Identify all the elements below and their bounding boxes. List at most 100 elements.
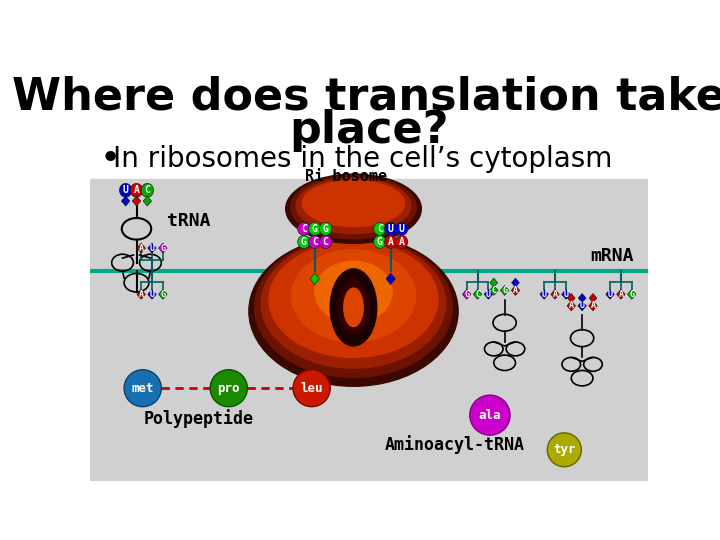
Text: G: G [629, 290, 634, 299]
Ellipse shape [302, 180, 405, 226]
Polygon shape [606, 289, 614, 299]
Ellipse shape [384, 222, 397, 235]
Polygon shape [500, 286, 509, 295]
Text: U: U [541, 290, 546, 299]
Text: A: A [134, 185, 140, 195]
Text: C: C [145, 185, 150, 195]
Text: met: met [132, 382, 154, 395]
Polygon shape [148, 289, 156, 299]
Polygon shape [490, 278, 498, 287]
Polygon shape [589, 294, 597, 303]
Text: A: A [590, 301, 595, 310]
Polygon shape [567, 301, 575, 311]
Text: G: G [464, 290, 469, 299]
Ellipse shape [309, 235, 321, 248]
Circle shape [124, 370, 161, 407]
Text: U: U [608, 290, 613, 299]
Polygon shape [562, 289, 570, 299]
Text: mRNA: mRNA [590, 247, 634, 265]
Text: G: G [502, 286, 507, 295]
Text: ala: ala [479, 409, 501, 422]
Ellipse shape [269, 242, 438, 357]
Polygon shape [616, 289, 625, 299]
Ellipse shape [315, 261, 392, 323]
Text: A: A [569, 301, 574, 310]
Ellipse shape [395, 222, 408, 235]
Ellipse shape [395, 235, 408, 248]
Ellipse shape [291, 176, 416, 239]
Text: U: U [580, 301, 585, 310]
Polygon shape [512, 278, 519, 287]
Text: C: C [312, 237, 318, 247]
Polygon shape [578, 301, 586, 311]
Text: U: U [399, 224, 405, 234]
Text: G: G [301, 237, 307, 247]
Ellipse shape [141, 184, 153, 197]
Text: A: A [139, 244, 144, 253]
Ellipse shape [374, 235, 386, 248]
Polygon shape [148, 243, 156, 253]
Ellipse shape [296, 178, 411, 233]
Ellipse shape [261, 239, 446, 368]
Text: G: G [161, 244, 166, 253]
Ellipse shape [374, 222, 386, 235]
Text: C: C [491, 286, 496, 295]
Ellipse shape [344, 288, 363, 327]
Polygon shape [462, 289, 471, 299]
Circle shape [469, 395, 510, 435]
Text: G: G [161, 290, 166, 299]
Text: leu: leu [300, 382, 323, 395]
Polygon shape [490, 286, 498, 295]
Ellipse shape [330, 269, 377, 346]
Polygon shape [578, 294, 586, 303]
Text: U: U [563, 290, 568, 299]
Text: tRNA: tRNA [168, 212, 211, 230]
Text: A: A [552, 290, 557, 299]
Ellipse shape [120, 184, 132, 197]
Text: In ribosomes in the cell’s cytoplasm: In ribosomes in the cell’s cytoplasm [113, 145, 613, 173]
Text: U: U [150, 290, 155, 299]
Ellipse shape [292, 249, 415, 342]
Ellipse shape [384, 235, 397, 248]
Text: G: G [377, 237, 383, 247]
Text: C: C [301, 224, 307, 234]
Ellipse shape [255, 237, 452, 377]
Text: C: C [323, 237, 328, 247]
Text: U: U [150, 244, 155, 253]
Polygon shape [551, 289, 559, 299]
Polygon shape [567, 294, 575, 303]
Ellipse shape [297, 222, 310, 235]
Text: G: G [312, 224, 318, 234]
Polygon shape [473, 289, 482, 299]
Polygon shape [122, 196, 130, 206]
Text: C: C [475, 290, 480, 299]
Polygon shape [386, 273, 395, 285]
Ellipse shape [320, 222, 332, 235]
Ellipse shape [297, 235, 310, 248]
Polygon shape [143, 196, 152, 206]
Ellipse shape [320, 235, 332, 248]
Polygon shape [158, 289, 167, 299]
Polygon shape [158, 243, 167, 253]
Text: Polypeptide: Polypeptide [143, 409, 253, 429]
Polygon shape [310, 273, 320, 285]
Ellipse shape [309, 222, 321, 235]
Polygon shape [589, 301, 597, 311]
Ellipse shape [249, 236, 458, 386]
Ellipse shape [338, 280, 369, 334]
Text: U: U [122, 185, 129, 195]
Text: place?: place? [289, 109, 449, 152]
Bar [90, 179, 648, 481]
Text: A: A [388, 237, 394, 247]
Text: U: U [486, 290, 491, 299]
Circle shape [293, 370, 330, 407]
Circle shape [547, 433, 581, 467]
Ellipse shape [130, 184, 143, 197]
Text: tyr: tyr [553, 443, 575, 456]
Text: G: G [323, 224, 328, 234]
Text: C: C [377, 224, 383, 234]
Text: A: A [618, 290, 624, 299]
Text: pro: pro [217, 382, 240, 395]
Text: •: • [99, 141, 120, 176]
Text: Aminoacyl-tRNA: Aminoacyl-tRNA [384, 435, 524, 454]
